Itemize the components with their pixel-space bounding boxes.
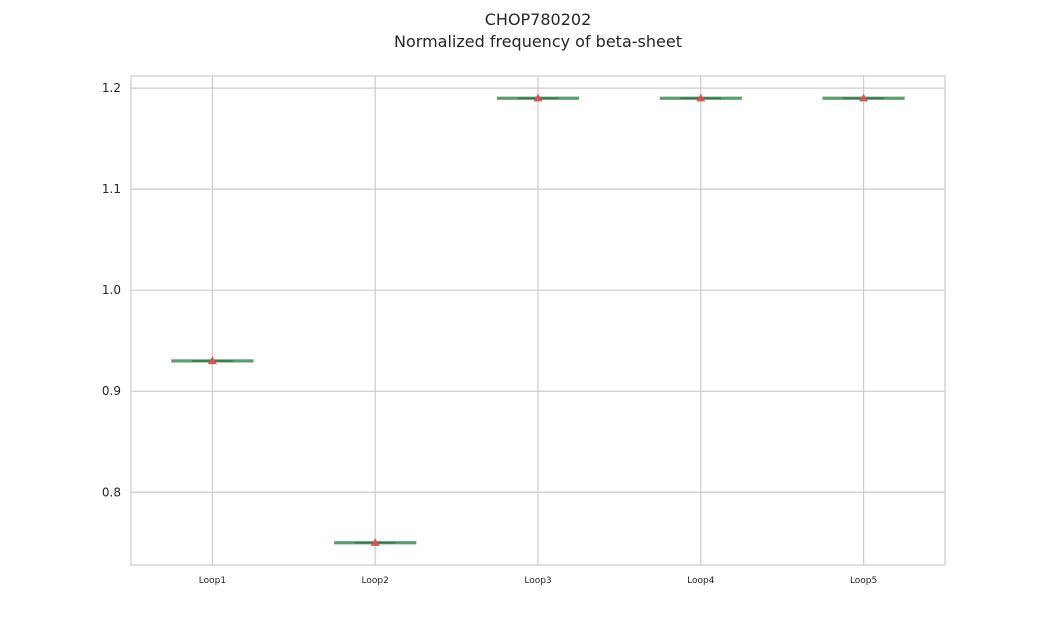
y-axis-ticks: 0.8 0.9 1.0 1.1 1.2 bbox=[102, 81, 121, 499]
x-tick-label: Loop4 bbox=[687, 576, 715, 586]
x-tick-label: Loop1 bbox=[199, 576, 226, 586]
box-loop4 bbox=[659, 93, 742, 102]
boxes bbox=[171, 93, 905, 546]
x-tick-label: Loop5 bbox=[850, 576, 877, 586]
y-tick-label: 1.1 bbox=[102, 182, 121, 196]
y-tick-label: 1.0 bbox=[102, 283, 121, 297]
box-loop1 bbox=[171, 356, 254, 365]
grid-lines bbox=[131, 76, 945, 565]
mean-marker bbox=[533, 93, 543, 102]
mean-marker bbox=[370, 538, 380, 546]
y-tick-label: 0.8 bbox=[102, 485, 121, 499]
x-tick-label: Loop2 bbox=[362, 576, 389, 586]
x-axis-ticks: Loop1 Loop2 Loop3 Loop4 Loop5 bbox=[199, 576, 878, 586]
plot-frame bbox=[130, 75, 946, 566]
chart-subtitle: Normalized frequency of beta-sheet bbox=[394, 32, 682, 51]
chart-title: CHOP780202 bbox=[485, 10, 592, 29]
mean-marker bbox=[859, 93, 869, 102]
mean-marker bbox=[207, 356, 217, 365]
mean-marker bbox=[696, 93, 706, 102]
box-loop5 bbox=[822, 93, 905, 102]
y-tick-label: 1.2 bbox=[102, 81, 121, 95]
box-loop2 bbox=[334, 538, 417, 546]
x-tick-label: Loop3 bbox=[524, 576, 551, 586]
y-tick-label: 0.9 bbox=[102, 384, 121, 398]
box-loop3 bbox=[496, 93, 580, 102]
